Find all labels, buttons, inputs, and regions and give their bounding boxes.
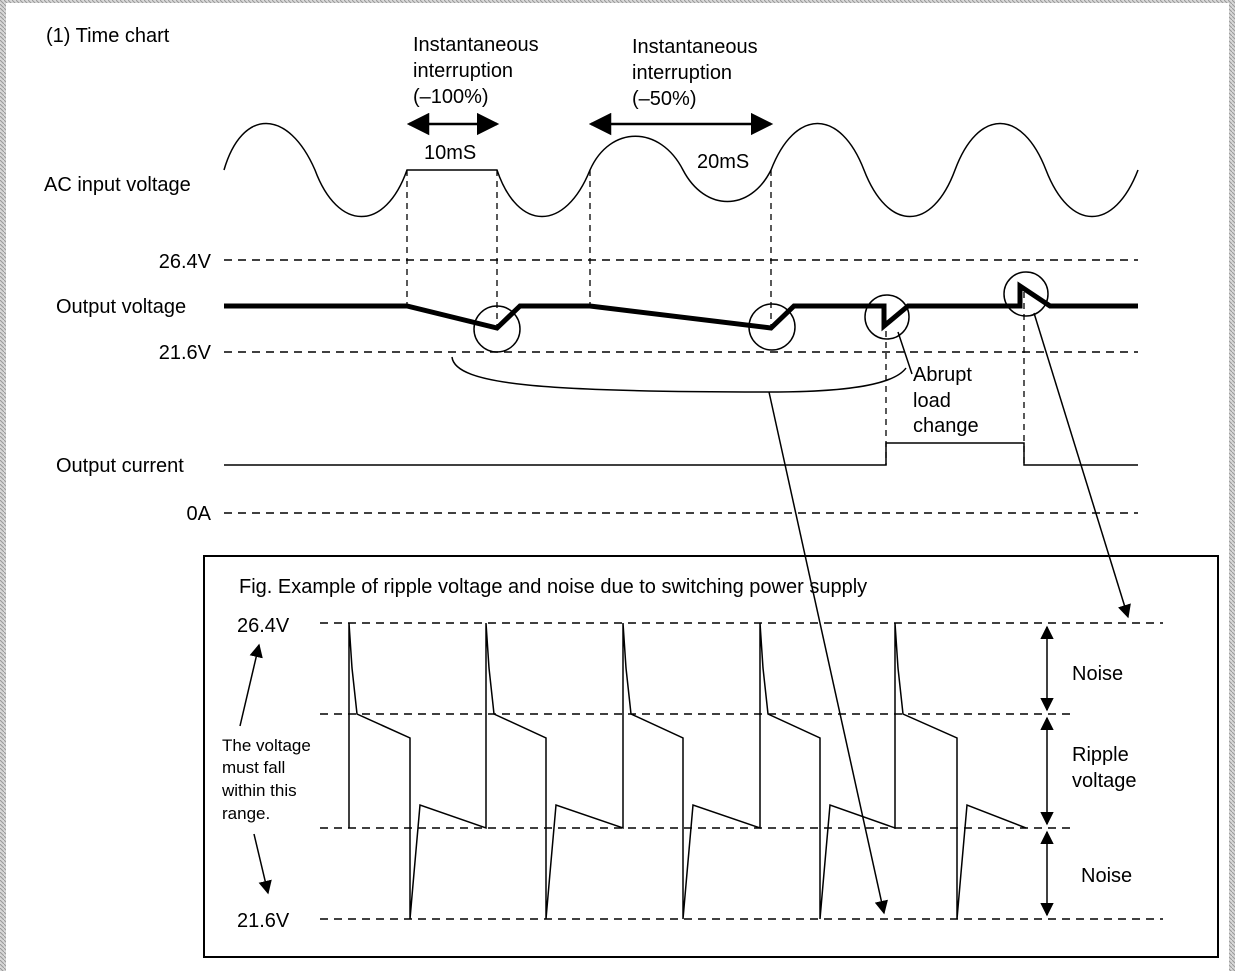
page-border-left <box>0 0 6 971</box>
interruption-1-line1: Instantaneous <box>413 34 539 56</box>
page-border-top <box>0 0 1235 3</box>
lower-limit-label: 21.6V <box>159 342 212 364</box>
noise-bottom-label: Noise <box>1081 865 1132 887</box>
figure-note-line4: range. <box>222 804 270 823</box>
recovery-group-bracket <box>451 356 907 393</box>
zero-current-label: 0A <box>187 503 212 525</box>
output-current-trace <box>224 442 1138 466</box>
chart-title: (1) Time chart <box>46 25 170 47</box>
page-border-right <box>1229 0 1235 971</box>
figure-lower-label: 21.6V <box>237 910 290 932</box>
interruption-2-line1: Instantaneous <box>632 36 758 58</box>
ac-input-waveform <box>223 122 1139 218</box>
figure-caption: Fig. Example of ripple voltage and noise… <box>239 576 867 598</box>
figure-note-line1: The voltage <box>222 736 311 755</box>
load-down-circle <box>1003 271 1049 317</box>
interruption-1-line3: (–100%) <box>413 86 489 108</box>
interruption-2-line2: interruption <box>632 62 732 84</box>
ripple-label-line1: Ripple <box>1072 744 1129 766</box>
recovery-circle-1 <box>473 305 521 353</box>
upper-limit-label: 26.4V <box>159 251 212 273</box>
ripple-waveform <box>348 622 1027 920</box>
pointer-to-lower-limit <box>768 391 888 915</box>
figure-upper-label: 26.4V <box>237 615 290 637</box>
ripple-label-line2: voltage <box>1072 770 1137 792</box>
interruption-1-duration: 10mS <box>424 142 476 164</box>
interruption-2-line3: (–50%) <box>632 88 696 110</box>
abrupt-line2: load <box>913 390 951 412</box>
interruption-2-duration: 20mS <box>697 151 749 173</box>
output-voltage-label: Output voltage <box>56 296 186 318</box>
output-voltage-trace <box>224 281 1138 332</box>
figure-note-arrow-up <box>239 643 263 727</box>
pointer-to-upper-limit <box>1033 312 1131 619</box>
interruption-1-line2: interruption <box>413 60 513 82</box>
ripple-figure-box <box>203 555 1219 958</box>
recovery-circle-2 <box>748 303 796 351</box>
ac-input-label: AC input voltage <box>44 174 191 196</box>
output-current-label: Output current <box>56 455 184 477</box>
load-up-circle <box>864 294 910 340</box>
figure-note-arrow-down <box>253 833 272 895</box>
figure-note-line2: must fall <box>222 758 285 777</box>
noise-top-label: Noise <box>1072 663 1123 685</box>
abrupt-pointer <box>897 331 913 375</box>
abrupt-line1: Abrupt <box>913 364 972 386</box>
figure-note-line3: within this <box>221 781 297 800</box>
abrupt-line3: change <box>913 415 979 437</box>
